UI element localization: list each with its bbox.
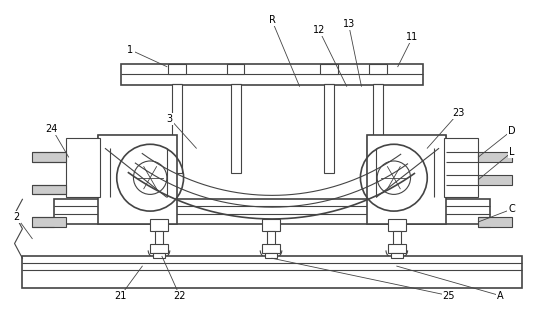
Bar: [388, 244, 406, 253]
Bar: [391, 253, 403, 258]
Text: 1: 1: [127, 45, 134, 55]
Bar: [121, 64, 423, 85]
Bar: [32, 217, 66, 227]
Text: 21: 21: [114, 291, 127, 300]
Text: 12: 12: [313, 25, 325, 35]
Bar: [32, 152, 66, 162]
Bar: [373, 84, 383, 173]
Bar: [262, 244, 280, 253]
Bar: [478, 217, 512, 227]
Bar: [66, 138, 100, 197]
Text: A: A: [497, 291, 503, 300]
Text: 2: 2: [14, 212, 20, 222]
Bar: [153, 253, 165, 258]
Bar: [22, 256, 522, 288]
Bar: [262, 219, 280, 231]
Text: 25: 25: [443, 291, 455, 300]
Bar: [393, 231, 401, 251]
Bar: [478, 152, 512, 162]
Text: 23: 23: [453, 108, 465, 118]
Text: D: D: [508, 125, 516, 136]
Text: 24: 24: [46, 124, 58, 133]
Text: 22: 22: [174, 291, 186, 300]
Bar: [369, 64, 387, 74]
Bar: [265, 253, 277, 258]
Bar: [388, 219, 406, 231]
Text: 13: 13: [343, 20, 355, 29]
Text: L: L: [509, 147, 515, 157]
Text: 11: 11: [406, 32, 419, 42]
Text: 3: 3: [167, 114, 173, 124]
Text: R: R: [269, 15, 275, 26]
Bar: [324, 84, 334, 173]
Bar: [98, 135, 177, 224]
Bar: [172, 84, 182, 173]
Bar: [150, 219, 168, 231]
Bar: [478, 175, 512, 185]
Bar: [267, 231, 275, 251]
Bar: [150, 244, 168, 253]
Text: C: C: [509, 204, 515, 214]
Bar: [231, 84, 240, 173]
Bar: [168, 64, 186, 74]
Bar: [32, 185, 66, 194]
Bar: [227, 64, 244, 74]
Bar: [320, 64, 338, 74]
Bar: [54, 199, 490, 224]
Bar: [444, 138, 478, 197]
Bar: [367, 135, 446, 224]
Bar: [155, 231, 163, 251]
